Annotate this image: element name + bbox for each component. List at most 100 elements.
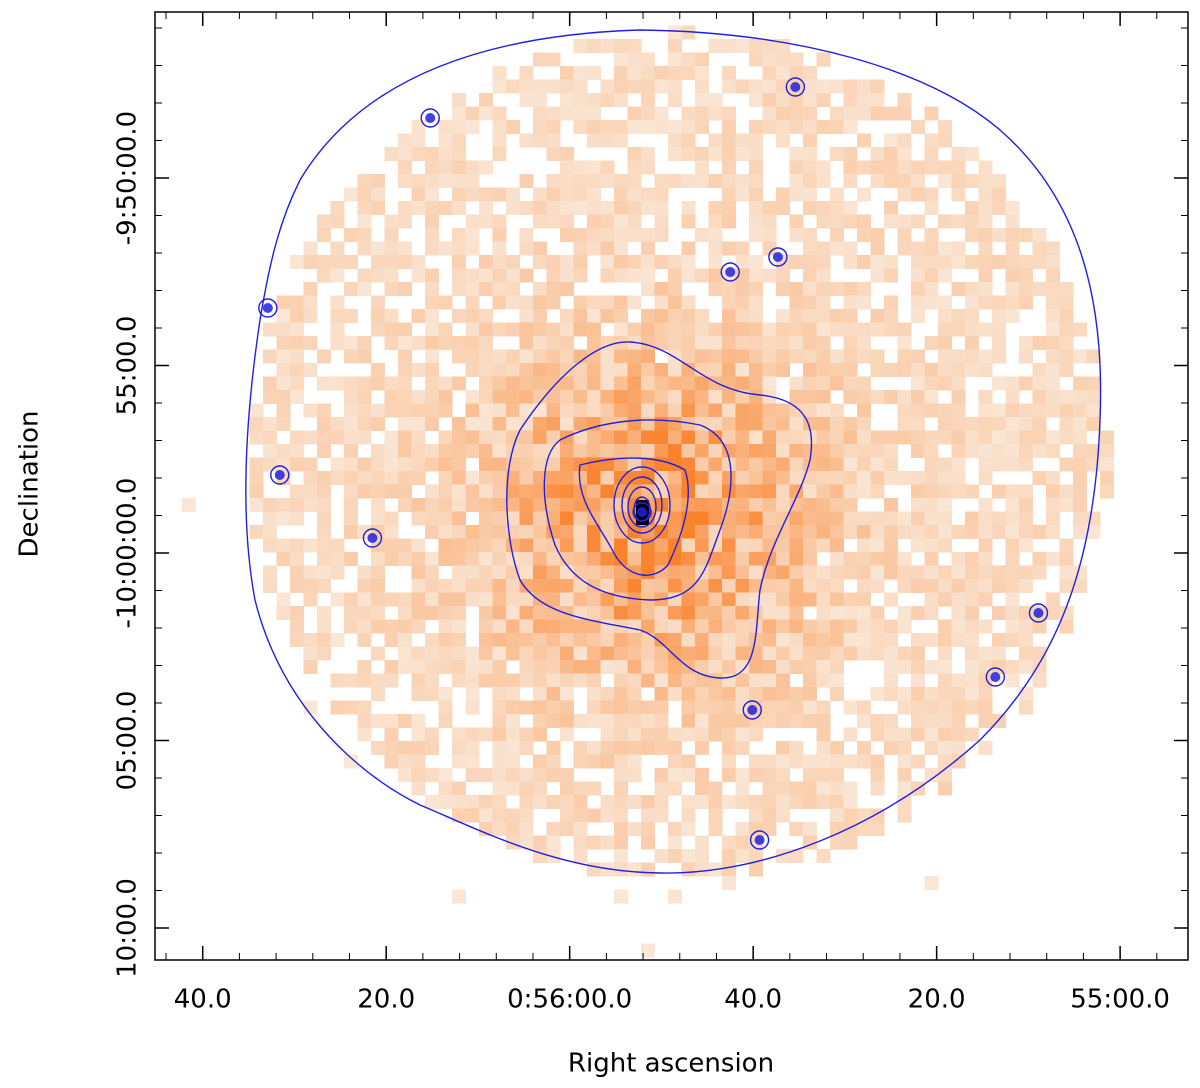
pixel	[479, 201, 493, 215]
pixel	[560, 552, 574, 566]
pixel	[843, 633, 858, 647]
pixel	[560, 255, 574, 269]
source-core	[262, 303, 273, 313]
pixel	[776, 201, 790, 215]
pixel	[978, 268, 993, 283]
pixel	[1073, 498, 1087, 512]
pixel	[519, 363, 534, 377]
pixel	[546, 498, 561, 512]
pixel	[776, 471, 790, 485]
pixel	[816, 282, 831, 296]
pixel	[411, 673, 426, 688]
pixel	[398, 390, 412, 404]
pixel	[924, 187, 939, 202]
pixel	[290, 390, 304, 404]
pixel	[803, 106, 817, 121]
pixel	[533, 214, 547, 229]
pixel	[884, 592, 898, 607]
pixel	[600, 633, 615, 647]
pixel	[803, 390, 817, 404]
pixel	[614, 309, 628, 323]
pixel	[762, 822, 777, 836]
pixel	[317, 444, 331, 458]
pixel	[951, 552, 966, 566]
pixel	[1019, 376, 1033, 391]
pixel	[992, 444, 1006, 458]
pixel	[722, 727, 736, 742]
pixel	[749, 768, 763, 782]
pixel	[776, 768, 790, 782]
pixel	[587, 336, 601, 350]
pixel	[857, 255, 871, 269]
pixel	[546, 795, 561, 809]
pixel	[492, 808, 507, 823]
pixel	[546, 147, 561, 161]
pixel	[803, 484, 817, 499]
pixel	[600, 741, 615, 755]
pixel	[695, 444, 709, 458]
pixel	[924, 727, 939, 742]
pixel	[668, 52, 682, 67]
pixel	[789, 687, 804, 701]
pixel	[627, 673, 642, 688]
pixel	[533, 295, 547, 310]
pixel	[722, 876, 736, 890]
pixel	[681, 174, 696, 188]
pixel	[1032, 228, 1047, 242]
pixel	[276, 336, 291, 350]
pixel	[533, 403, 547, 418]
pixel	[857, 741, 871, 755]
pixel	[290, 484, 304, 499]
pixel	[735, 849, 750, 863]
pixel	[749, 498, 763, 512]
pixel	[695, 714, 709, 728]
pixel	[870, 255, 885, 269]
pixel	[722, 349, 736, 364]
pixel	[735, 687, 750, 701]
pixel	[1046, 444, 1060, 458]
pixel	[1019, 525, 1033, 539]
pixel	[587, 552, 601, 566]
pixel	[560, 673, 574, 688]
pixel	[546, 120, 561, 134]
pixel	[776, 633, 790, 647]
pixel	[614, 673, 628, 688]
pixel	[641, 336, 655, 350]
pixel	[938, 309, 952, 323]
pixel	[357, 673, 372, 688]
pixel	[1019, 282, 1033, 296]
pixel	[695, 336, 709, 350]
pixel	[371, 376, 385, 391]
pixel	[884, 201, 898, 215]
pixel	[722, 754, 736, 769]
pixel	[398, 444, 412, 458]
pixel	[479, 511, 493, 526]
source	[749, 830, 770, 850]
pixel	[290, 511, 304, 526]
pixel	[951, 349, 966, 364]
pixel	[911, 363, 925, 377]
pixel	[411, 714, 426, 728]
pixel	[398, 322, 412, 337]
pixel	[573, 714, 588, 728]
source	[785, 77, 806, 97]
pixel	[722, 687, 736, 701]
pixel	[843, 282, 858, 296]
pixel	[708, 781, 723, 796]
pixel	[276, 309, 291, 323]
pixel	[533, 498, 547, 512]
pixel	[546, 511, 561, 526]
pixel	[789, 444, 804, 458]
pixel	[803, 579, 817, 593]
pixel	[924, 714, 939, 728]
pixel	[519, 673, 534, 688]
pixel	[398, 619, 412, 634]
pixel	[695, 687, 709, 701]
pixel	[317, 471, 331, 485]
source-core	[772, 252, 783, 262]
pixel	[627, 79, 642, 94]
pixel	[911, 174, 925, 188]
pixel	[668, 754, 682, 769]
pixel	[519, 795, 534, 809]
pixel	[843, 835, 858, 850]
